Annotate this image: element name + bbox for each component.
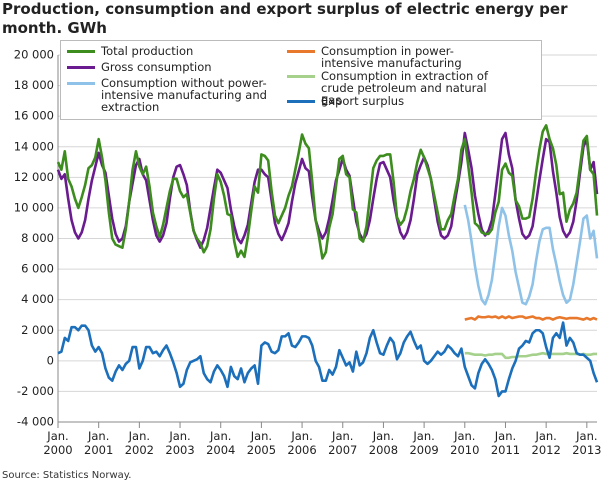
x-tick-label: Jan. 2006	[287, 429, 317, 457]
x-tick-label: Jan. 2000	[43, 429, 73, 457]
legend-label: Consumption without power-intensive manu…	[101, 76, 267, 114]
legend-label: Total production	[101, 44, 194, 58]
y-tick-label: 4 000	[21, 292, 54, 306]
legend-label: Export surplus	[321, 94, 405, 108]
chart-title: Production, consumption and export surpl…	[2, 0, 568, 37]
y-tick-label: 12 000	[14, 170, 54, 184]
legend-entry: Consumption in power-intensive manufactu…	[287, 44, 499, 70]
x-tick-label: Jan. 2013	[572, 429, 602, 457]
x-tick-label: Jan. 2005	[246, 429, 277, 457]
y-tick-label: 10 000	[14, 200, 54, 214]
y-tick-label: 2 000	[21, 323, 54, 337]
legend-swatch	[67, 66, 95, 69]
legend-entry: Consumption without power-intensive manu…	[67, 76, 279, 114]
y-tick-label: 16 000	[14, 109, 54, 123]
series-line	[56, 124, 599, 260]
y-tick-label: 14 000	[14, 139, 54, 153]
y-tick-label: 18 000	[14, 78, 54, 92]
legend-entry: Export surplus	[287, 94, 499, 108]
y-tick-label: 6 000	[21, 262, 54, 276]
x-tick-label: Jan. 2011	[490, 429, 521, 457]
legend-swatch	[67, 50, 95, 53]
legend: Total production Gross consumption Consump…	[60, 40, 542, 120]
source: Source: Statistics Norway.	[2, 470, 132, 481]
x-tick-label: Jan. 2010	[450, 429, 480, 457]
legend-swatch	[287, 50, 315, 53]
legend-label: Consumption in extraction of crude petro…	[321, 69, 489, 107]
series-line	[57, 321, 599, 398]
series-line	[464, 351, 597, 360]
y-tick-label: 8 000	[21, 231, 54, 245]
legend-label: Consumption in power-intensive manufactu…	[321, 44, 462, 70]
legend-swatch	[67, 82, 95, 85]
legend-entry: Consumption in extraction of crude petro…	[287, 69, 499, 107]
series-line	[464, 315, 598, 321]
legend-label: Gross consumption	[101, 60, 212, 74]
legend-swatch	[287, 75, 315, 78]
series-line	[56, 131, 599, 249]
x-tick-label: Jan. 2001	[84, 429, 114, 457]
legend-swatch	[287, 100, 315, 103]
x-tick-label: Jan. 2002	[124, 429, 154, 457]
y-tick-label: 20 000	[14, 48, 54, 62]
series-line	[463, 204, 599, 306]
x-tick-label: Jan. 2003	[165, 429, 195, 457]
legend-entry: Gross consumption	[67, 60, 279, 74]
x-tick-label: Jan. 2008	[368, 429, 399, 457]
x-tick-label: Jan. 2012	[531, 429, 561, 457]
y-tick-label: -4 000	[17, 415, 54, 429]
x-tick-label: Jan. 2004	[206, 429, 236, 457]
x-tick-label: Jan. 2009	[409, 429, 439, 457]
y-tick-label: 0	[47, 353, 54, 367]
y-tick-label: -2 000	[17, 384, 54, 398]
x-tick-label: Jan. 2007	[328, 429, 358, 457]
legend-entry: Total production	[67, 44, 279, 58]
